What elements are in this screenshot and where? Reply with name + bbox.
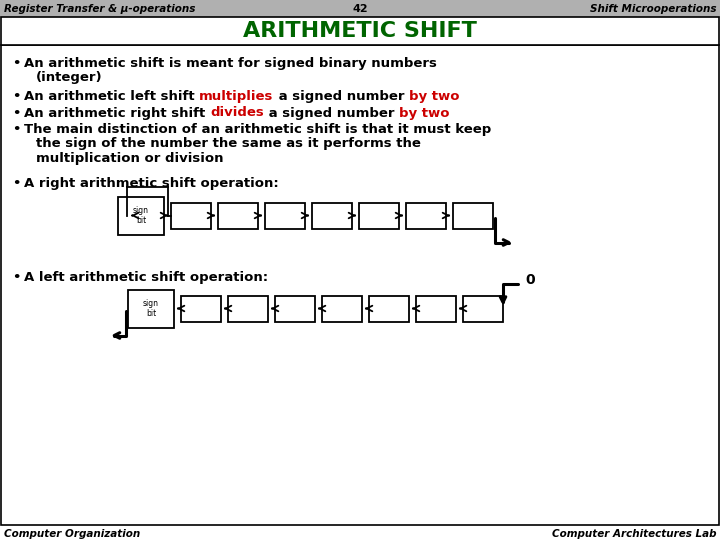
Bar [171, 202, 211, 228]
Bar [359, 202, 399, 228]
Text: sign
bit: sign bit [143, 299, 159, 318]
Text: ARITHMETIC SHIFT: ARITHMETIC SHIFT [243, 21, 477, 41]
Text: •: • [12, 272, 20, 285]
Text: Computer Organization: Computer Organization [4, 529, 140, 539]
Bar [1, 45, 719, 525]
Text: the sign of the number the same as it performs the: the sign of the number the same as it pe… [36, 138, 421, 151]
Bar [118, 197, 164, 234]
Text: 0: 0 [525, 273, 535, 287]
Text: An arithmetic left shift: An arithmetic left shift [24, 90, 199, 103]
Text: Register Transfer & μ-operations: Register Transfer & μ-operations [4, 3, 195, 14]
Bar [128, 289, 174, 327]
Bar [218, 202, 258, 228]
Text: •: • [12, 177, 20, 190]
Text: •: • [12, 106, 20, 119]
Bar [0, 0, 720, 17]
Bar [369, 295, 409, 321]
Text: a signed number: a signed number [274, 90, 409, 103]
Text: •: • [12, 57, 20, 70]
Bar [181, 295, 221, 321]
Text: An arithmetic right shift: An arithmetic right shift [24, 106, 210, 119]
Text: 42: 42 [352, 3, 368, 14]
Text: sign
bit: sign bit [133, 206, 149, 225]
Text: Computer Architectures Lab: Computer Architectures Lab [552, 529, 716, 539]
Bar [416, 295, 456, 321]
Text: •: • [12, 123, 20, 136]
Text: a signed number: a signed number [264, 106, 399, 119]
Text: by two: by two [409, 90, 459, 103]
Bar [322, 295, 362, 321]
Text: A left arithmetic shift operation:: A left arithmetic shift operation: [24, 272, 268, 285]
Bar [265, 202, 305, 228]
Text: Shift Microoperations: Shift Microoperations [590, 3, 716, 14]
Bar [1, 17, 719, 45]
Bar [453, 202, 493, 228]
Bar [463, 295, 503, 321]
Bar [228, 295, 268, 321]
Text: multiplies: multiplies [199, 90, 274, 103]
Text: divides: divides [210, 106, 264, 119]
Bar [312, 202, 352, 228]
Bar [406, 202, 446, 228]
Text: An arithmetic shift is meant for signed binary numbers: An arithmetic shift is meant for signed … [24, 57, 437, 70]
Bar [275, 295, 315, 321]
Text: •: • [12, 90, 20, 103]
Text: The main distinction of an arithmetic shift is that it must keep: The main distinction of an arithmetic sh… [24, 123, 491, 136]
Text: A right arithmetic shift operation:: A right arithmetic shift operation: [24, 177, 279, 190]
Text: by two: by two [399, 106, 449, 119]
Text: multiplication or division: multiplication or division [36, 152, 223, 165]
Text: (integer): (integer) [36, 71, 103, 84]
